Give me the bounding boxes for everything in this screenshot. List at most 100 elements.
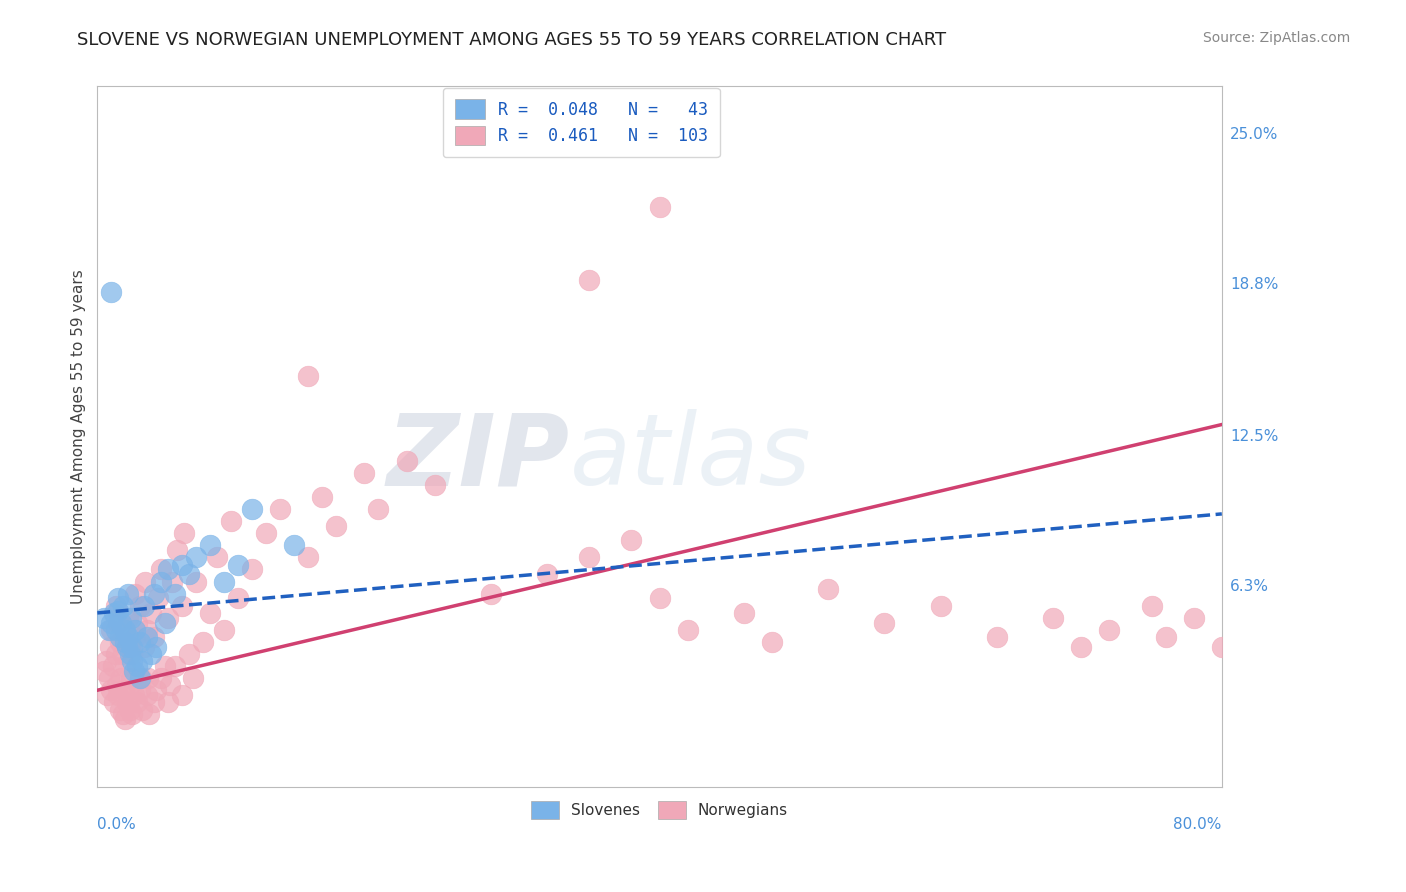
Point bbox=[479, 586, 502, 600]
Point bbox=[131, 702, 153, 716]
Point bbox=[104, 599, 127, 613]
Text: ZIP: ZIP bbox=[387, 409, 569, 506]
Text: atlas: atlas bbox=[569, 409, 811, 506]
Point bbox=[100, 623, 122, 637]
Point bbox=[111, 599, 134, 613]
Point bbox=[1182, 611, 1205, 625]
Point bbox=[118, 702, 141, 716]
Text: 0.0%: 0.0% bbox=[97, 817, 136, 832]
Point bbox=[105, 678, 128, 692]
Point bbox=[1098, 623, 1121, 637]
Point bbox=[212, 623, 235, 637]
Point bbox=[103, 695, 125, 709]
Point bbox=[181, 671, 204, 685]
Point bbox=[536, 567, 558, 582]
Point bbox=[145, 683, 167, 698]
Point bbox=[93, 664, 115, 678]
Point bbox=[269, 502, 291, 516]
Point bbox=[226, 558, 249, 572]
Point bbox=[117, 611, 139, 625]
Point bbox=[121, 640, 143, 654]
Y-axis label: Unemployment Among Ages 55 to 59 years: Unemployment Among Ages 55 to 59 years bbox=[72, 269, 86, 604]
Point bbox=[132, 640, 155, 654]
Point bbox=[205, 550, 228, 565]
Point bbox=[733, 606, 755, 620]
Point bbox=[170, 688, 193, 702]
Point bbox=[153, 659, 176, 673]
Point bbox=[114, 712, 136, 726]
Point bbox=[177, 647, 200, 661]
Point bbox=[115, 640, 138, 654]
Point bbox=[121, 654, 143, 668]
Point bbox=[103, 606, 125, 620]
Point bbox=[297, 369, 319, 384]
Point bbox=[135, 623, 157, 637]
Point bbox=[114, 659, 136, 673]
Point bbox=[100, 615, 122, 630]
Point bbox=[139, 647, 162, 661]
Point bbox=[135, 688, 157, 702]
Point bbox=[120, 611, 142, 625]
Point bbox=[1140, 599, 1163, 613]
Point bbox=[177, 567, 200, 582]
Point bbox=[173, 526, 195, 541]
Point bbox=[578, 550, 600, 565]
Text: 6.3%: 6.3% bbox=[1230, 579, 1270, 594]
Point bbox=[107, 615, 129, 630]
Point bbox=[115, 630, 138, 644]
Point bbox=[254, 526, 277, 541]
Point bbox=[96, 688, 118, 702]
Point bbox=[311, 490, 333, 504]
Point bbox=[156, 695, 179, 709]
Point bbox=[139, 606, 162, 620]
Point bbox=[156, 611, 179, 625]
Text: 80.0%: 80.0% bbox=[1174, 817, 1222, 832]
Text: Source: ZipAtlas.com: Source: ZipAtlas.com bbox=[1202, 31, 1350, 45]
Point bbox=[108, 702, 131, 716]
Point bbox=[198, 606, 221, 620]
Point bbox=[93, 611, 115, 625]
Point bbox=[104, 647, 127, 661]
Point bbox=[120, 671, 142, 685]
Point bbox=[112, 683, 135, 698]
Point bbox=[817, 582, 839, 596]
Point bbox=[97, 671, 120, 685]
Point bbox=[128, 635, 150, 649]
Point bbox=[198, 538, 221, 552]
Point bbox=[118, 647, 141, 661]
Text: 25.0%: 25.0% bbox=[1230, 128, 1278, 142]
Point bbox=[121, 647, 143, 661]
Point bbox=[111, 647, 134, 661]
Point bbox=[648, 200, 671, 214]
Point bbox=[125, 615, 148, 630]
Point bbox=[107, 603, 129, 617]
Point bbox=[101, 659, 124, 673]
Point bbox=[149, 562, 172, 576]
Point bbox=[676, 623, 699, 637]
Point bbox=[212, 574, 235, 589]
Point bbox=[124, 623, 146, 637]
Point bbox=[395, 454, 418, 468]
Point bbox=[219, 514, 242, 528]
Point bbox=[166, 543, 188, 558]
Point bbox=[97, 623, 120, 637]
Point bbox=[325, 519, 347, 533]
Point bbox=[149, 671, 172, 685]
Point bbox=[159, 678, 181, 692]
Text: 18.8%: 18.8% bbox=[1230, 277, 1278, 292]
Point bbox=[184, 550, 207, 565]
Point bbox=[184, 574, 207, 589]
Point bbox=[138, 707, 160, 722]
Point bbox=[170, 599, 193, 613]
Point bbox=[163, 586, 186, 600]
Point bbox=[170, 558, 193, 572]
Point bbox=[110, 671, 132, 685]
Point bbox=[423, 478, 446, 492]
Point bbox=[135, 630, 157, 644]
Point bbox=[297, 550, 319, 565]
Point bbox=[128, 671, 150, 685]
Point bbox=[117, 586, 139, 600]
Point bbox=[153, 615, 176, 630]
Point bbox=[122, 688, 145, 702]
Point bbox=[124, 586, 146, 600]
